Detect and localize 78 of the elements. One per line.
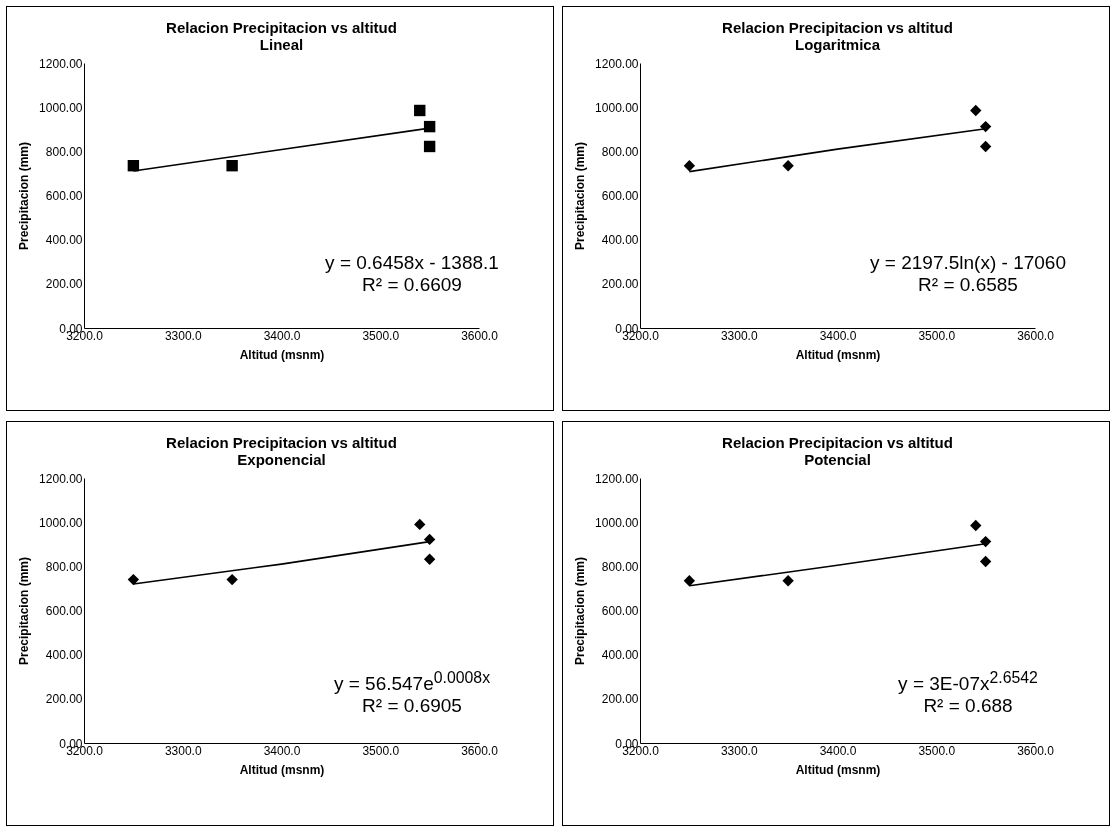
y-axis-title: Precipitacion (mm) — [573, 141, 588, 251]
y-tick-label: 400.00 — [45, 648, 83, 663]
annotation: y = 2197.5ln(x) - 17060 — [869, 252, 1067, 274]
x-tick-label: 3300.0 — [164, 743, 202, 758]
y-tick-label: 600.00 — [601, 189, 639, 203]
point — [683, 574, 696, 587]
chart-title: Relacion Precipitacion vs altitud — [166, 19, 397, 36]
y-tick-label: 800.00 — [601, 144, 639, 159]
y-tick-label: 1000.00 — [595, 515, 639, 530]
y-tick-label: 1000.00 — [39, 100, 83, 115]
y-tick-label: 200.00 — [601, 692, 639, 707]
y-tick-label: 1200.00 — [39, 56, 83, 71]
y-tick-label: 800.00 — [601, 559, 639, 574]
y-tick-label: 600.00 — [45, 189, 83, 203]
y-tick-label: 1000.00 — [39, 515, 83, 530]
x-tick-label: 3400.0 — [263, 743, 301, 758]
y-tick-label: 200.00 — [45, 277, 83, 292]
y-tick-label: 400.00 — [601, 233, 639, 248]
y-tick-label: 1200.00 — [595, 56, 639, 71]
y-tick-label: 1000.00 — [595, 100, 639, 115]
point — [970, 104, 982, 117]
chart-title: Relacion Precipitacion vs altitud — [722, 19, 953, 36]
annotation: y = 0.6458x - 1388.1 — [324, 252, 500, 274]
x-tick-label: 3500.0 — [362, 743, 400, 758]
point — [414, 518, 426, 531]
x-tick-label: 3400.0 — [819, 328, 857, 343]
point — [979, 555, 992, 568]
y-tick-label: 200.00 — [45, 692, 83, 707]
x-axis-title: Altitud (msnm) — [239, 347, 325, 362]
annotation: R² = 0.6585 — [917, 274, 1019, 296]
annotation: y = 56.547e$^{0.0008x}$ — [332, 668, 492, 696]
x-tick-label: 3500.0 — [918, 328, 956, 343]
point — [226, 573, 238, 586]
x-tick-label: 3500.0 — [918, 743, 956, 758]
chart-title: Relacion Precipitacion vs altitud — [166, 434, 397, 451]
chart-title: Relacion Precipitacion vs altitud — [722, 434, 953, 451]
y-tick-label: 200.00 — [601, 277, 639, 292]
x-tick-label: 3600.0 — [1017, 743, 1055, 758]
x-axis-title: Altitud (msnm) — [239, 762, 325, 777]
x-tick-label: 3600.0 — [461, 328, 499, 343]
x-axis-title: Altitud (msnm) — [795, 762, 881, 777]
y-tick-label: 800.00 — [45, 144, 83, 159]
chart-subtitle: Exponencial — [237, 451, 326, 468]
point — [782, 159, 794, 172]
chart-subtitle: Potencial — [804, 451, 871, 468]
y-tick-label: 400.00 — [601, 648, 639, 663]
x-tick-label: 3300.0 — [720, 328, 758, 343]
y-tick-label: 400.00 — [45, 233, 83, 248]
y-tick-label: 800.00 — [45, 559, 83, 574]
x-tick-label: 3300.0 — [164, 328, 202, 343]
y-tick-label: 600.00 — [45, 604, 83, 618]
point — [970, 519, 982, 532]
annotation: R² = 0.6905 — [361, 695, 463, 718]
y-tick-label: 1200.00 — [39, 471, 83, 486]
point — [414, 104, 426, 117]
point — [423, 553, 436, 565]
y-axis-title: Precipitacion (mm) — [17, 556, 32, 666]
annotation: R² = 0.688 — [922, 695, 1014, 718]
x-tick-label: 3400.0 — [819, 743, 857, 758]
y-tick-label: 1200.00 — [595, 471, 639, 486]
point — [782, 574, 794, 587]
point — [979, 140, 992, 153]
x-tick-label: 3600.0 — [461, 743, 499, 758]
x-tick-label: 3300.0 — [720, 743, 758, 758]
point — [683, 159, 696, 172]
point — [226, 159, 238, 172]
point — [423, 140, 436, 153]
chart-subtitle: Logaritmica — [794, 36, 881, 53]
y-axis-title: Precipitacion (mm) — [17, 141, 32, 251]
y-tick-label: 600.00 — [601, 604, 639, 618]
annotation: y = 3E-07x$^{2.6542}$ — [897, 668, 1039, 696]
chart-subtitle: Lineal — [259, 36, 304, 53]
x-tick-label: 3400.0 — [263, 328, 301, 343]
annotation: R² = 0.6609 — [361, 274, 463, 296]
x-axis-title: Altitud (msnm) — [795, 347, 881, 362]
x-tick-label: 3600.0 — [1017, 328, 1055, 343]
y-axis-title: Precipitacion (mm) — [573, 556, 588, 666]
x-tick-label: 3500.0 — [362, 328, 400, 343]
